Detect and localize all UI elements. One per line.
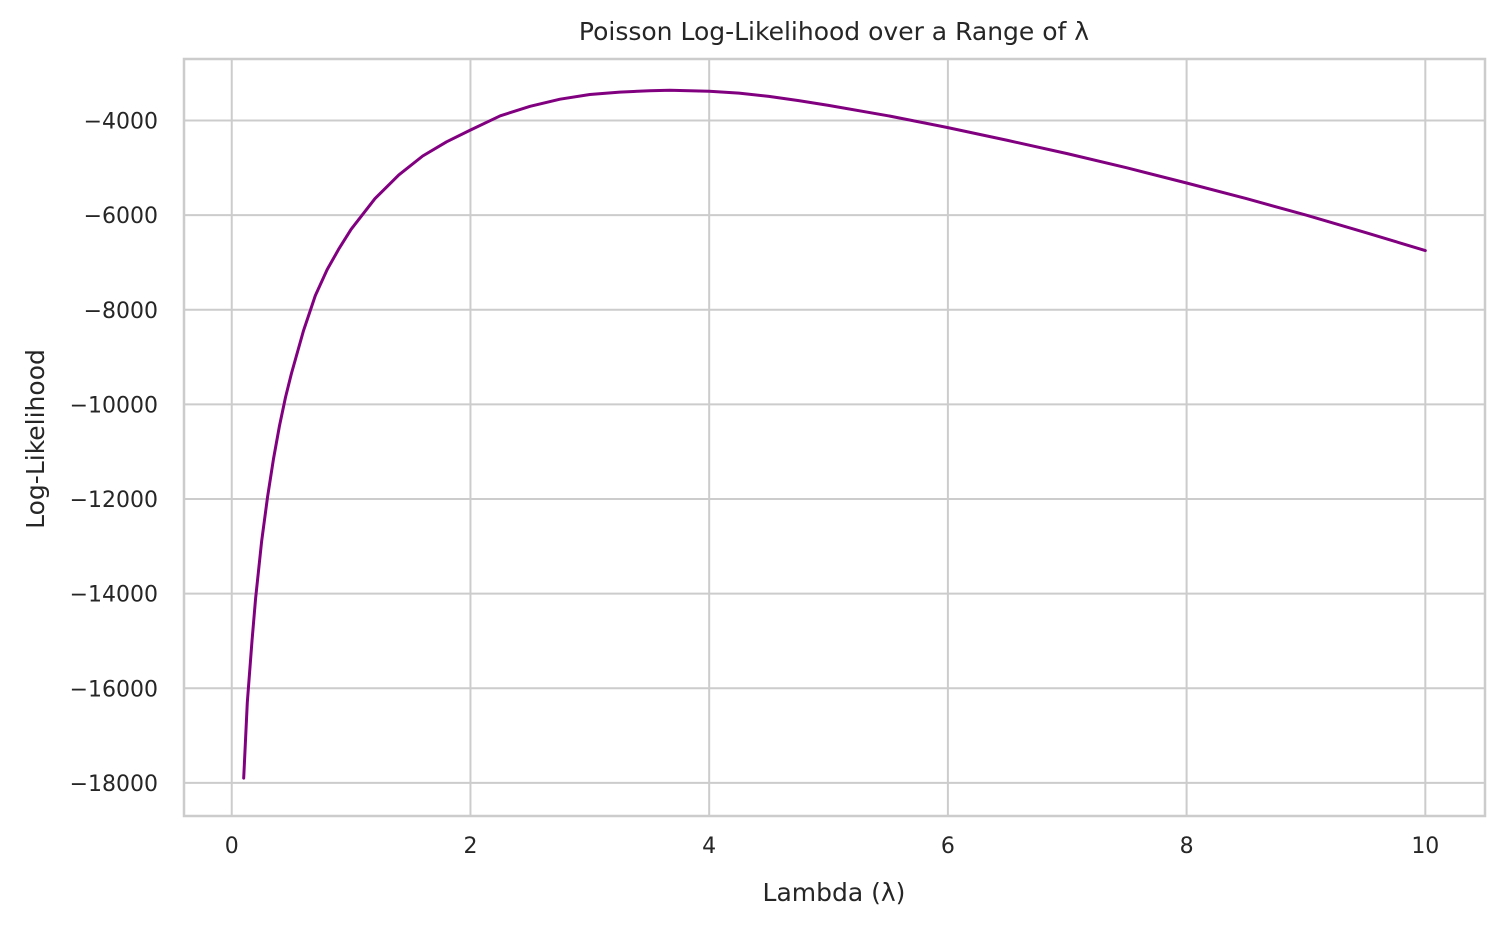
x-tick-label: 6 <box>941 834 955 859</box>
y-tick-label: −4000 <box>84 110 158 135</box>
y-tick-label: −18000 <box>70 772 158 797</box>
plot-area: 0 2 4 6 8 10 −4000 −6000 −8000 −10000 −12000 −14000… <box>70 57 1487 859</box>
log-likelihood-line <box>242 88 1427 780</box>
x-tick-label: 10 <box>1411 834 1439 859</box>
x-axis-label: Lambda (λ) <box>763 878 906 907</box>
chart-title: Poisson Log-Likelihood over a Range of λ <box>579 17 1089 46</box>
y-tick-label: −14000 <box>70 583 158 608</box>
x-tick-label: 4 <box>702 834 716 859</box>
y-tick-label: −10000 <box>70 393 158 418</box>
plot-background <box>184 59 1485 816</box>
y-tick-label: −8000 <box>84 299 158 324</box>
y-tick-label: −6000 <box>84 204 158 229</box>
x-tick-label: 8 <box>1180 834 1194 859</box>
x-tick-label: 2 <box>463 834 477 859</box>
y-axis-label: Log-Likelihood <box>21 349 50 529</box>
y-tick-label: −16000 <box>70 677 158 702</box>
x-tick-label: 0 <box>225 834 239 859</box>
plot-frame <box>182 57 1487 818</box>
y-tick-label: −12000 <box>70 488 158 513</box>
